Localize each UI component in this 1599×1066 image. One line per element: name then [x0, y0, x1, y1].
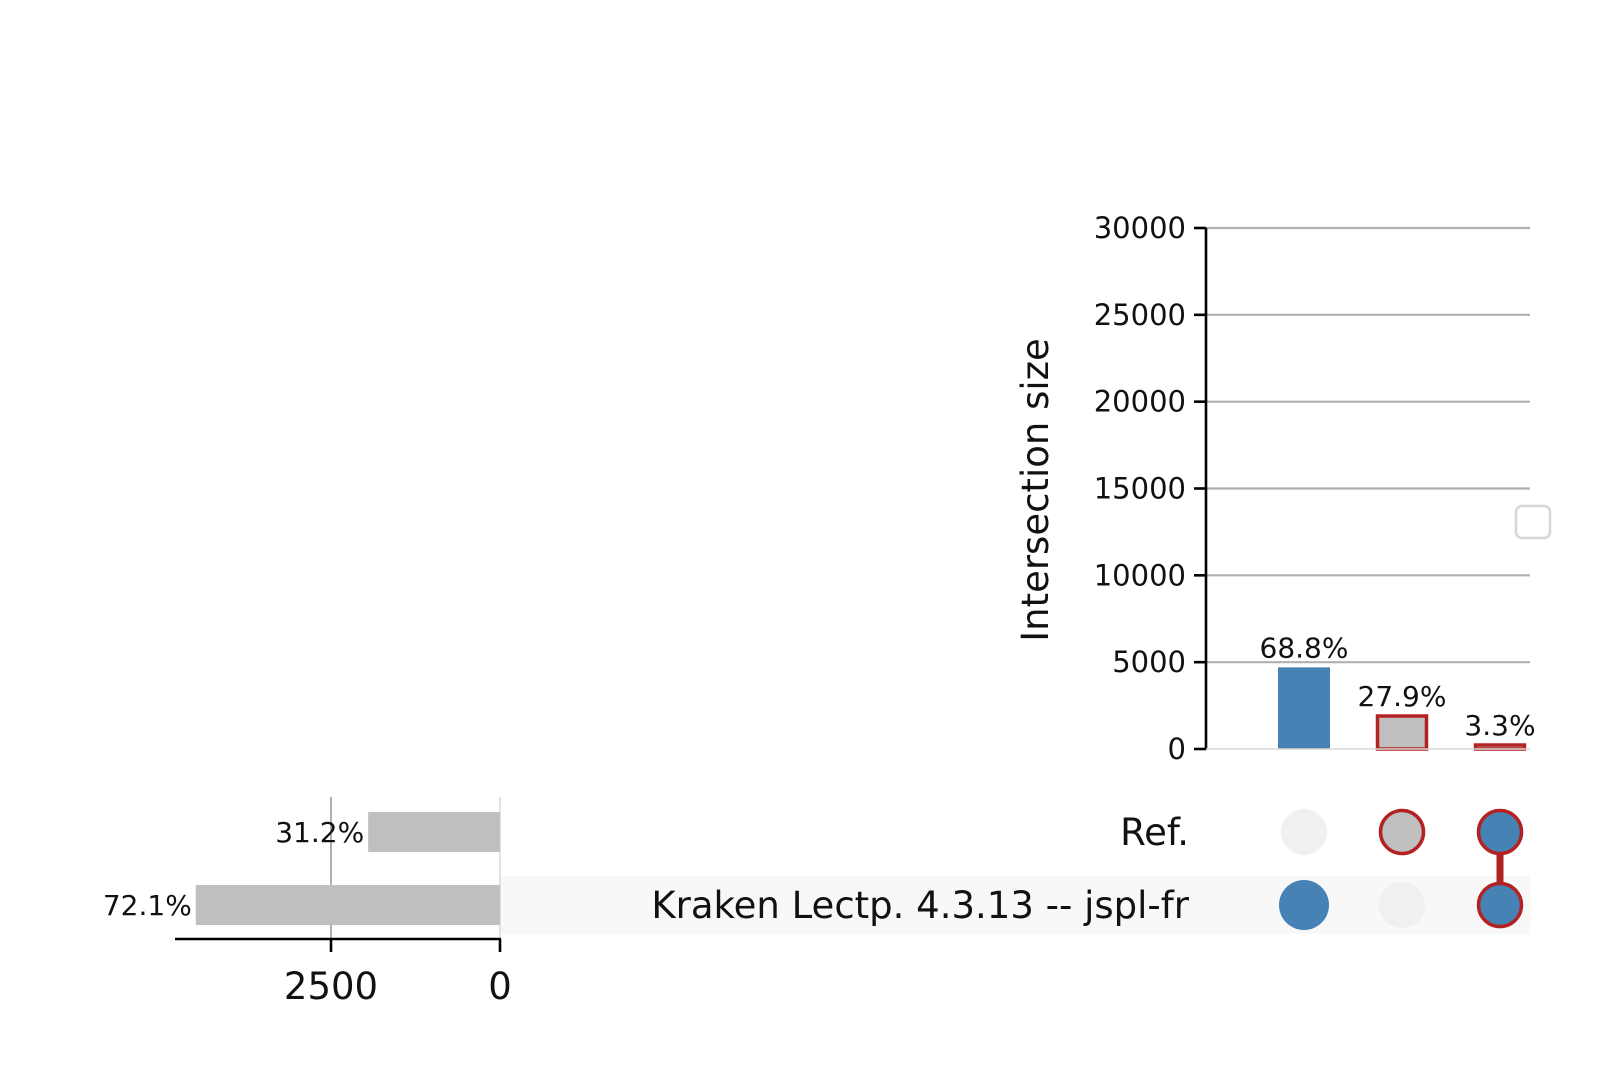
set-size-x-axis: 2500 0	[175, 937, 512, 1008]
set-size-bar	[368, 812, 500, 852]
matrix-dot-active	[1279, 880, 1329, 930]
matrix-dot-active	[1476, 881, 1524, 929]
y-tick-label: 25000	[1094, 298, 1186, 332]
y-tick-label: 15000	[1094, 472, 1186, 506]
set-size-percent-label: 72.1%	[103, 889, 192, 922]
matrix-dot-active	[1378, 808, 1426, 856]
legend-box	[1514, 504, 1552, 540]
set-size-bars: 31.2% 72.1%	[103, 797, 501, 938]
set-label: Kraken Lectp. 4.3.13 -- jspl-fr	[651, 884, 1189, 927]
intersection-bar	[1375, 714, 1429, 751]
set-size-percent-label: 31.2%	[275, 816, 364, 849]
y-tick-label: 0	[1168, 732, 1186, 766]
y-axis-label: Intersection size	[1014, 338, 1057, 642]
intersection-percent-label: 27.9%	[1358, 680, 1447, 713]
intersection-matrix	[1279, 808, 1524, 930]
set-size-tick-label: 0	[488, 965, 512, 1008]
matrix-row-shading	[500, 876, 1530, 934]
matrix-dot-inactive	[1379, 882, 1425, 928]
y-tick-label: 30000	[1094, 211, 1186, 245]
y-tick-label: 10000	[1094, 558, 1186, 592]
intersection-percent-label: 68.8%	[1260, 631, 1349, 664]
gridlines	[1206, 226, 1530, 664]
intersection-bar	[1278, 667, 1330, 749]
y-tick-label: 5000	[1112, 645, 1186, 679]
intersection-bars: 68.8% 27.9% 3.3%	[1260, 631, 1536, 751]
set-size-tick-label: 2500	[284, 965, 378, 1008]
matrix-dot-inactive	[1281, 809, 1327, 855]
intersection-y-axis: 0 5000 10000 15000 20000 25000 30000	[1094, 211, 1530, 766]
row-shade	[500, 876, 1530, 934]
intersection-percent-label: 3.3%	[1464, 709, 1535, 742]
set-label: Ref.	[1120, 811, 1189, 854]
matrix-dot-active	[1476, 808, 1524, 856]
set-labels: Ref. Kraken Lectp. 4.3.13 -- jspl-fr	[651, 811, 1189, 927]
y-tick-label: 20000	[1094, 385, 1186, 419]
set-size-bar	[195, 885, 501, 925]
